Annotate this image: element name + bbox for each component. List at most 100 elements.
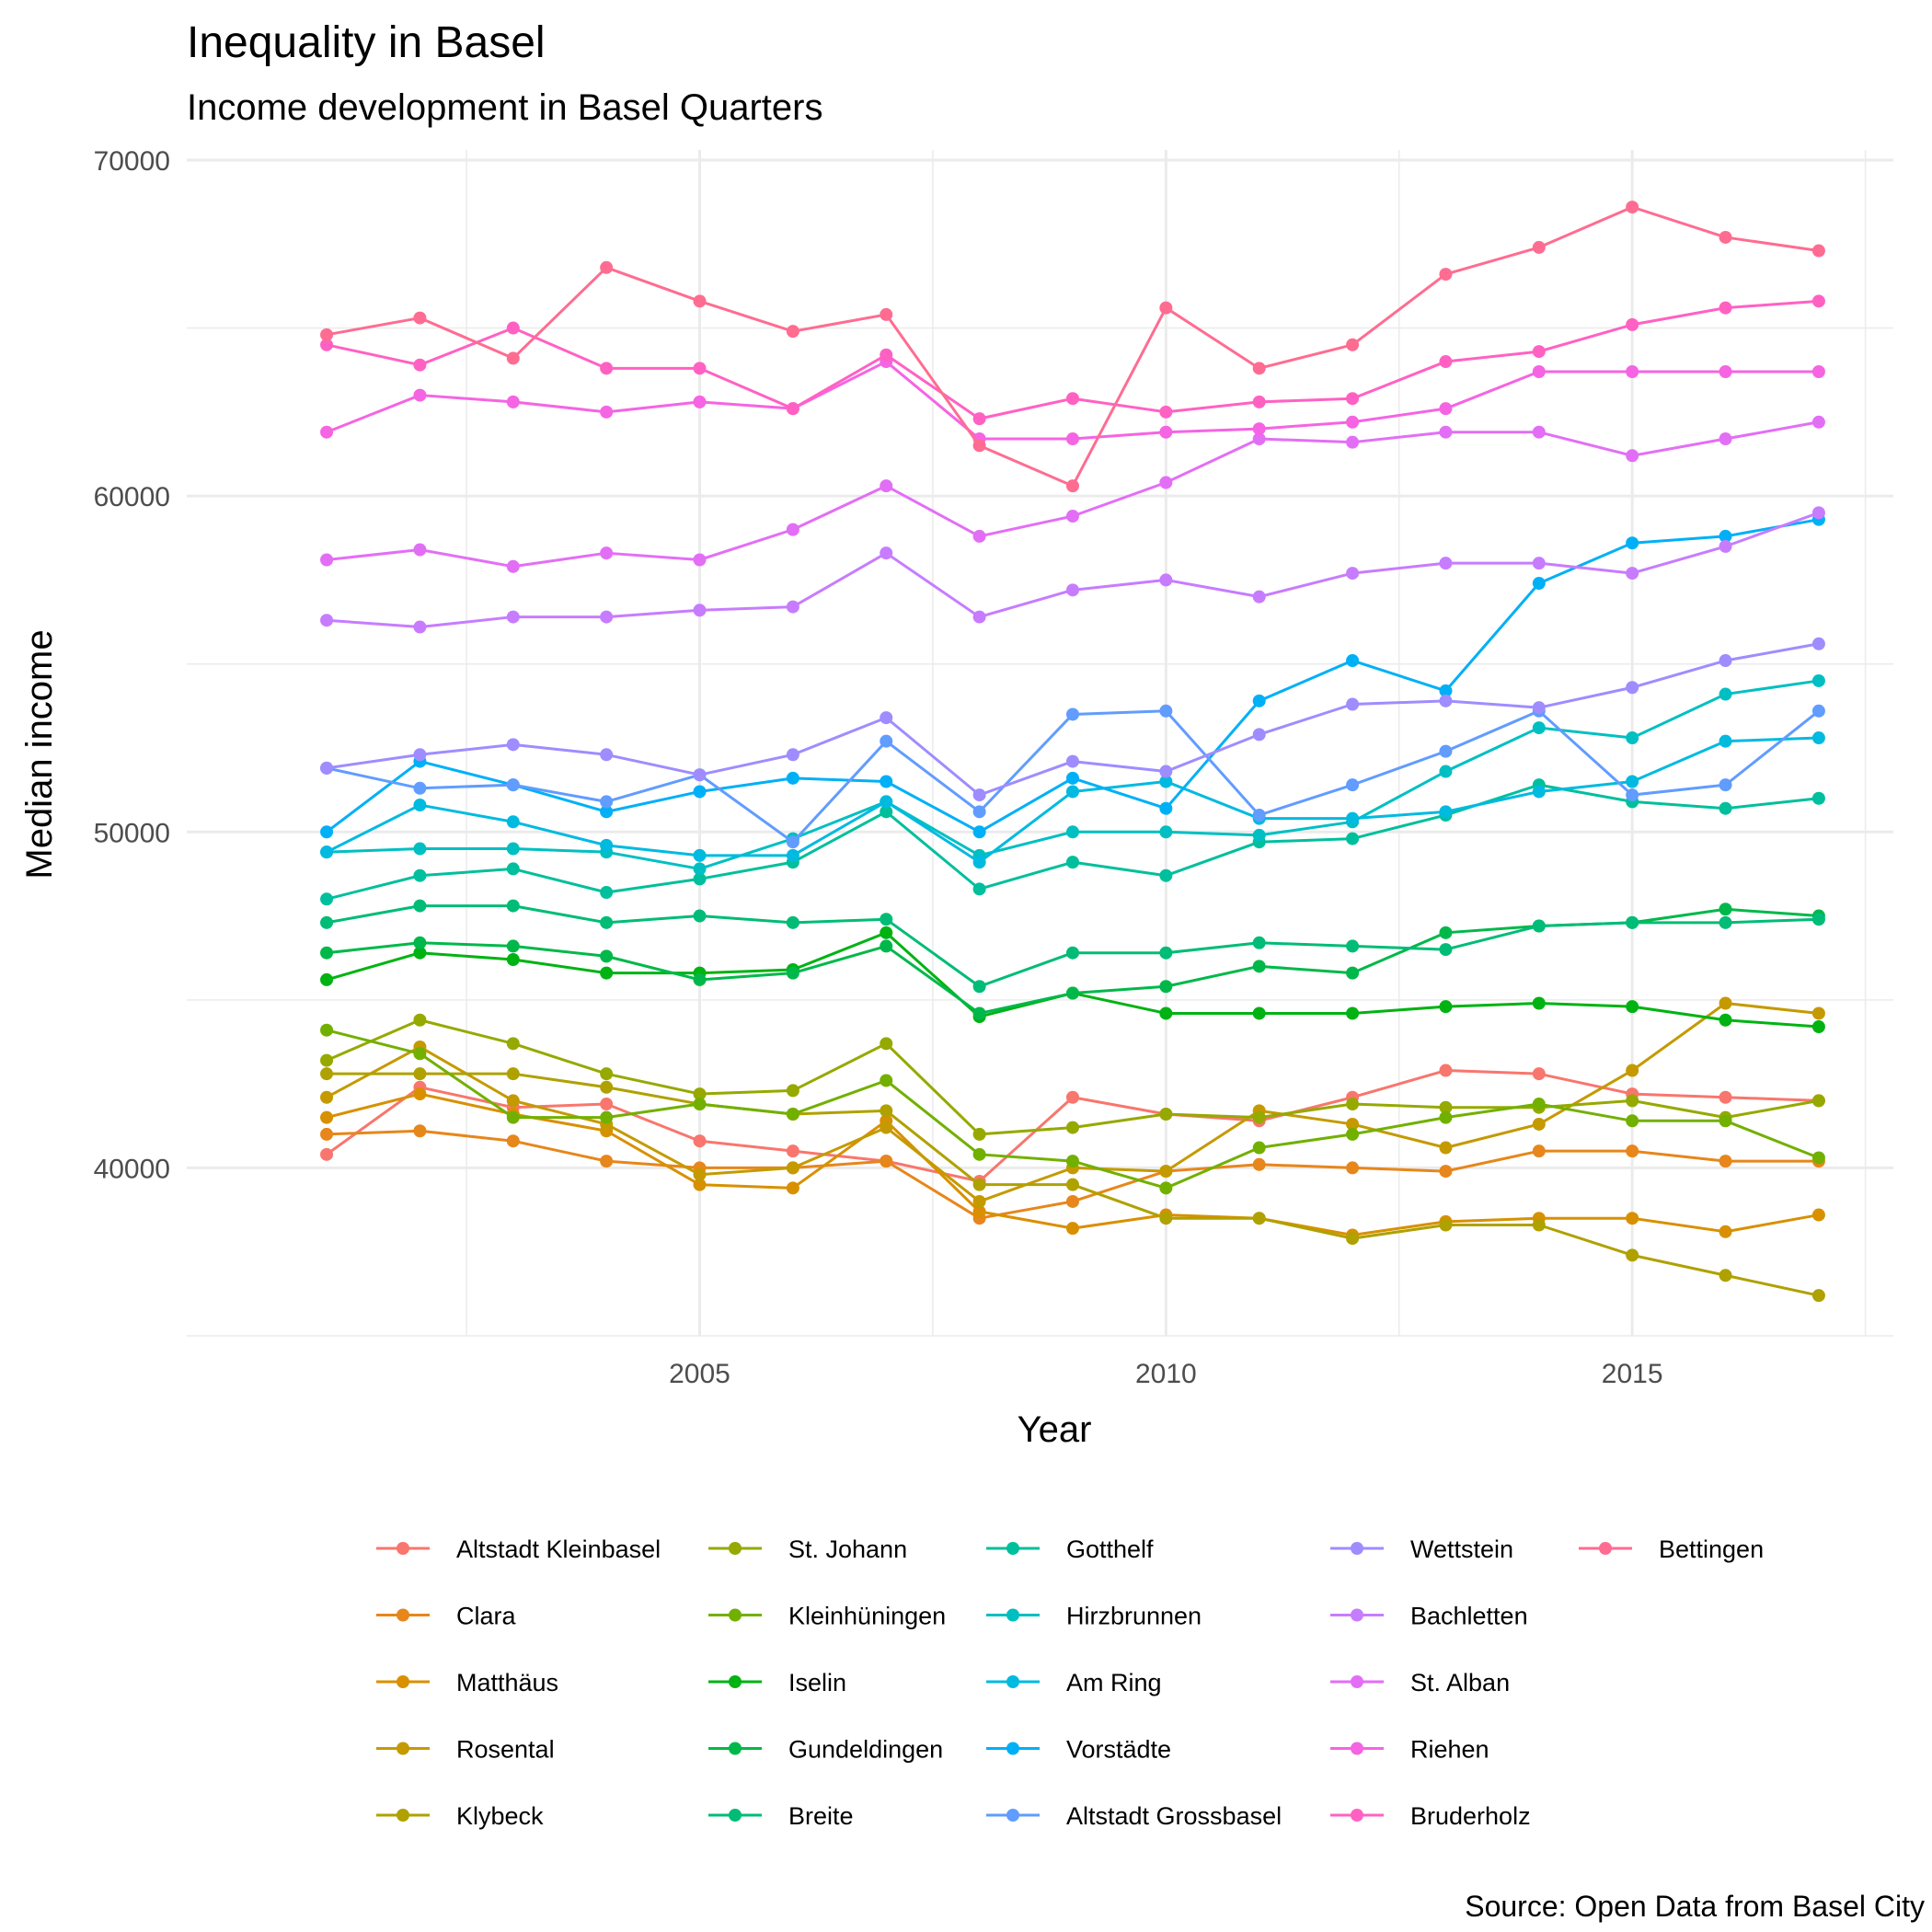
data-point bbox=[1532, 1067, 1546, 1081]
data-point bbox=[1159, 1107, 1173, 1121]
data-point bbox=[1719, 996, 1732, 1010]
data-point bbox=[1719, 1114, 1732, 1128]
data-point bbox=[1159, 1212, 1173, 1225]
data-point bbox=[413, 1124, 427, 1138]
data-point bbox=[880, 913, 893, 926]
data-point bbox=[413, 748, 427, 762]
data-point bbox=[693, 862, 707, 876]
data-point bbox=[1252, 828, 1266, 842]
legend-item: Hirzbrunnen bbox=[986, 1603, 1202, 1630]
data-point bbox=[1159, 425, 1173, 439]
data-point bbox=[1065, 754, 1079, 768]
data-point bbox=[786, 325, 799, 339]
legend-point-key bbox=[1599, 1542, 1612, 1555]
series-Kleinhüningen bbox=[320, 1023, 1825, 1195]
data-point bbox=[1065, 771, 1079, 785]
data-point bbox=[1532, 1144, 1546, 1158]
data-point bbox=[1626, 201, 1639, 214]
legend-item: Am Ring bbox=[986, 1669, 1162, 1696]
data-point bbox=[600, 1110, 614, 1124]
data-point bbox=[320, 1147, 334, 1161]
data-point bbox=[1532, 557, 1546, 570]
data-point bbox=[1252, 1157, 1266, 1171]
legend-point-key bbox=[1006, 1542, 1019, 1555]
data-point bbox=[1811, 506, 1825, 520]
data-point bbox=[600, 838, 614, 852]
legend-label: Matthäus bbox=[456, 1669, 558, 1696]
data-point bbox=[1532, 996, 1546, 1010]
data-point bbox=[786, 966, 799, 980]
data-point bbox=[880, 1104, 893, 1118]
data-point bbox=[693, 604, 707, 617]
chart-title: Inequality in Basel bbox=[187, 18, 546, 67]
data-point bbox=[1439, 425, 1453, 439]
data-point bbox=[600, 795, 614, 809]
data-point bbox=[413, 1047, 427, 1061]
data-point bbox=[693, 1178, 707, 1191]
data-point bbox=[1532, 919, 1546, 933]
data-point bbox=[413, 388, 427, 402]
y-tick-label: 40000 bbox=[94, 1154, 170, 1184]
legend-point-key bbox=[397, 1809, 409, 1822]
data-point bbox=[600, 260, 614, 274]
data-point bbox=[506, 842, 520, 856]
data-point bbox=[693, 872, 707, 886]
x-axis-title: Year bbox=[1018, 1409, 1092, 1450]
data-point bbox=[600, 966, 614, 980]
data-point bbox=[1439, 355, 1453, 369]
legend-label: Am Ring bbox=[1066, 1669, 1162, 1696]
data-point bbox=[972, 1006, 986, 1020]
data-point bbox=[320, 915, 334, 929]
data-point bbox=[413, 868, 427, 882]
data-point bbox=[413, 543, 427, 557]
data-point bbox=[1346, 338, 1360, 351]
data-point bbox=[320, 1127, 334, 1141]
data-point bbox=[1811, 637, 1825, 650]
series-Bruderholz bbox=[320, 294, 1825, 426]
legend-item: Bruderholz bbox=[1330, 1802, 1531, 1830]
series-Iselin bbox=[320, 926, 1825, 1034]
data-point bbox=[972, 1178, 986, 1191]
data-point bbox=[972, 610, 986, 624]
data-point bbox=[1719, 654, 1732, 668]
data-point bbox=[972, 1147, 986, 1161]
data-point bbox=[1626, 1114, 1639, 1128]
data-point bbox=[413, 1067, 427, 1081]
data-point bbox=[972, 412, 986, 426]
data-point bbox=[1719, 1013, 1732, 1027]
legend-point-key bbox=[729, 1675, 742, 1688]
data-point bbox=[600, 362, 614, 375]
legend: Altstadt Kleinbasel Clara Matthäus Rosental… bbox=[376, 1535, 1764, 1830]
data-point bbox=[1626, 365, 1639, 379]
data-point bbox=[600, 610, 614, 624]
legend-item: Riehen bbox=[1330, 1736, 1489, 1764]
data-point bbox=[1439, 765, 1453, 778]
legend-point-key bbox=[1006, 1742, 1019, 1755]
data-point bbox=[1346, 654, 1360, 668]
chart-caption: Source: Open Data from Basel City bbox=[1465, 1890, 1925, 1923]
data-point bbox=[1719, 365, 1732, 379]
data-point bbox=[880, 348, 893, 362]
legend-label: Riehen bbox=[1410, 1736, 1489, 1764]
data-point bbox=[1065, 1155, 1079, 1168]
data-point bbox=[1252, 1212, 1266, 1225]
data-point bbox=[1719, 230, 1732, 244]
legend-item: Altstadt Kleinbasel bbox=[376, 1535, 661, 1563]
data-point bbox=[972, 805, 986, 819]
data-point bbox=[506, 351, 520, 365]
data-point bbox=[1532, 1098, 1546, 1111]
data-point bbox=[1252, 1141, 1266, 1155]
data-point bbox=[693, 972, 707, 986]
data-point bbox=[1439, 684, 1453, 697]
data-point bbox=[1346, 1098, 1360, 1111]
legend-point-key bbox=[729, 1809, 742, 1822]
y-axis-ticks: 40000 50000 60000 70000 bbox=[94, 146, 170, 1184]
data-point bbox=[972, 980, 986, 994]
data-point bbox=[600, 1155, 614, 1168]
data-point bbox=[1065, 510, 1079, 523]
data-point bbox=[1719, 1225, 1732, 1238]
data-point bbox=[1811, 673, 1825, 687]
data-point bbox=[1346, 778, 1360, 792]
data-point bbox=[1719, 687, 1732, 701]
data-point bbox=[1159, 775, 1173, 788]
